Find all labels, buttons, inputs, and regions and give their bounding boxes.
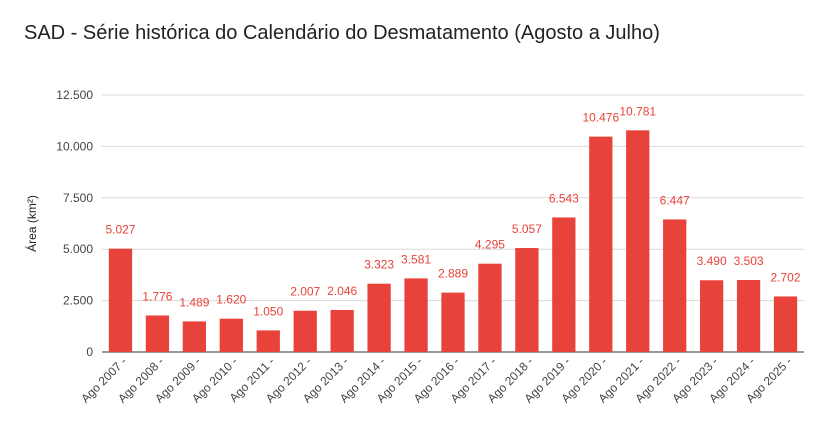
bar <box>145 315 170 352</box>
bar <box>219 318 243 352</box>
bar <box>663 219 687 352</box>
y-tick-label: 2.500 <box>63 294 93 308</box>
data-label: 6.447 <box>660 193 690 207</box>
data-label: 6.543 <box>549 191 579 205</box>
bar <box>404 278 428 352</box>
data-label: 10.781 <box>619 104 656 118</box>
data-label: 2.889 <box>438 267 468 281</box>
y-axis-title: Área (km²) <box>24 195 39 252</box>
data-label: 1.489 <box>179 295 209 309</box>
bar <box>699 280 724 352</box>
bar <box>367 283 391 352</box>
data-label: 4.295 <box>475 238 505 252</box>
bar <box>330 309 354 352</box>
bar <box>589 136 613 352</box>
bar <box>736 279 761 352</box>
y-tick-label: 5.000 <box>63 242 93 256</box>
bar <box>626 130 650 352</box>
y-tick-label: 7.500 <box>63 191 93 205</box>
y-tick-label: 0 <box>86 345 93 359</box>
bar <box>552 217 576 352</box>
data-label: 3.490 <box>697 254 727 268</box>
data-label: 5.027 <box>105 223 135 237</box>
data-label: 10.476 <box>582 111 619 125</box>
data-label: 3.323 <box>364 258 394 272</box>
data-label: 3.503 <box>734 254 764 268</box>
data-label: 1.776 <box>142 289 172 303</box>
data-label: 2.702 <box>771 270 801 284</box>
data-label: 5.057 <box>512 222 542 236</box>
data-label: 3.581 <box>401 252 431 266</box>
data-labels: 5.027 1.776 1.489 1.620 1.050 2.007 2.046 3.323… <box>105 104 800 318</box>
y-axis-ticks: 0 2.500 5.000 7.500 10.000 12.500 <box>56 88 93 359</box>
bar <box>182 321 207 352</box>
bars <box>108 130 798 352</box>
data-label: 1.620 <box>216 293 246 307</box>
bar <box>478 263 502 352</box>
bar <box>773 296 798 352</box>
bar <box>293 310 317 352</box>
bar <box>515 248 539 352</box>
y-tick-label: 10.000 <box>56 139 93 153</box>
bar <box>108 248 133 352</box>
x-axis-ticks: Ago 2007 -Ago 2008 -Ago 2009 -Ago 2010 -… <box>78 354 794 405</box>
bar <box>256 330 280 352</box>
data-label: 1.050 <box>253 304 283 318</box>
chart-title: SAD - Série histórica do Calendário do D… <box>24 22 660 44</box>
data-label: 2.007 <box>290 285 320 299</box>
y-tick-label: 12.500 <box>56 88 93 102</box>
bar <box>441 292 465 352</box>
data-label: 2.046 <box>327 284 357 298</box>
